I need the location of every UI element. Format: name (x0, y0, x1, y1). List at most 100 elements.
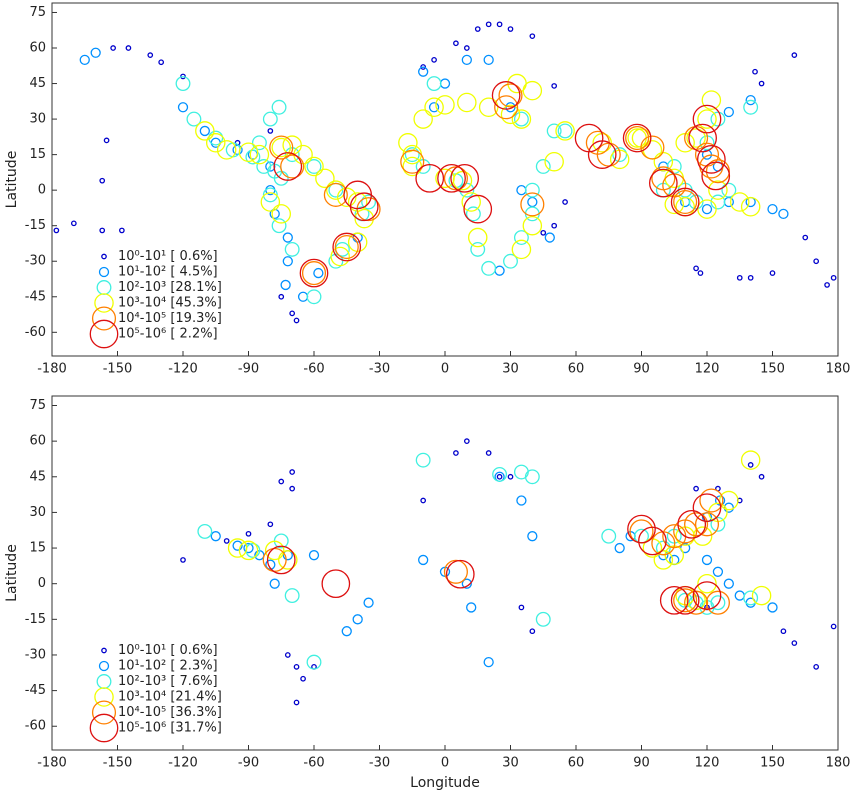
point (612, 147, 628, 163)
point (463, 438, 470, 444)
point (306, 289, 322, 305)
point (470, 241, 486, 257)
point (265, 161, 276, 172)
point (223, 538, 230, 544)
point (752, 68, 758, 75)
point (653, 151, 674, 172)
point (306, 654, 322, 670)
x-tick-label: 0 (441, 362, 449, 377)
legend-label: 10²-10³ [28.1%] (118, 280, 222, 295)
point (262, 187, 278, 203)
x-tick-label: -150 (103, 756, 133, 771)
point (70, 220, 77, 227)
legend-label: 10¹-10² [ 4.5%] (118, 265, 218, 280)
point (483, 656, 494, 668)
point (99, 227, 106, 234)
point (492, 466, 508, 482)
point (622, 123, 652, 153)
x-tick-label: 60 (568, 362, 585, 377)
point (227, 538, 248, 558)
x-tick-label: -120 (168, 362, 198, 377)
point (205, 133, 226, 153)
point (284, 588, 300, 604)
point (638, 526, 667, 556)
point (535, 159, 551, 174)
y-tick-label: -15 (25, 612, 46, 627)
point (684, 512, 709, 537)
x-tick-label: -150 (103, 362, 133, 377)
point (699, 488, 724, 513)
point (705, 590, 730, 615)
markers (53, 21, 837, 324)
point (723, 578, 734, 589)
point (830, 623, 837, 630)
point (813, 258, 820, 265)
point (601, 528, 617, 544)
point (352, 614, 363, 625)
point (271, 204, 291, 224)
point (361, 194, 377, 210)
point (551, 222, 558, 229)
point (648, 168, 678, 198)
point (463, 45, 470, 51)
y-tick-label: 15 (29, 147, 46, 162)
point (332, 232, 362, 262)
point (697, 199, 717, 219)
point (557, 123, 573, 139)
point (323, 182, 348, 207)
point (701, 554, 713, 566)
point (269, 578, 280, 589)
legend-marker (101, 253, 107, 260)
point (466, 602, 477, 613)
point (664, 194, 685, 215)
point (354, 208, 374, 229)
point (79, 54, 90, 66)
point (697, 109, 717, 129)
point (802, 234, 809, 241)
point (334, 234, 359, 260)
point (186, 111, 202, 127)
y-tick-label: 15 (29, 541, 46, 556)
markers (180, 438, 837, 706)
y-axis-label: Latitude (4, 544, 20, 602)
point (463, 194, 493, 224)
point (705, 159, 730, 184)
point (330, 246, 350, 267)
point (278, 293, 285, 300)
x-tick-label: -30 (369, 756, 390, 771)
point (415, 163, 445, 193)
y-tick-label: 45 (29, 469, 46, 484)
point (824, 282, 830, 288)
point (461, 54, 472, 66)
point (673, 588, 698, 613)
point (767, 602, 778, 613)
point (555, 121, 575, 141)
point (513, 230, 529, 245)
point (527, 531, 538, 542)
point (740, 196, 761, 217)
point (688, 194, 704, 210)
point (544, 232, 555, 243)
legend-label: 10³-10⁴ [45.3%] (118, 296, 222, 311)
legend-label: 10³-10⁴ [21.4%] (118, 690, 222, 705)
point (758, 80, 765, 87)
point (670, 187, 700, 217)
point (119, 227, 125, 234)
point (299, 258, 329, 288)
point (710, 595, 726, 611)
point (673, 189, 698, 215)
x-tick-label: 180 (826, 362, 850, 377)
x-tick-label: 0 (441, 756, 449, 771)
point (271, 137, 291, 158)
point (452, 170, 473, 191)
point (465, 206, 481, 222)
legend-label: 10⁵-10⁶ [31.7%] (118, 721, 222, 736)
point (544, 151, 564, 172)
point (769, 270, 776, 276)
y-tick-label: 0 (38, 576, 46, 591)
point (280, 279, 291, 291)
legend-label: 10⁰-10¹ [ 0.6%] (118, 249, 218, 264)
point (90, 47, 101, 58)
point (745, 94, 756, 106)
y-tick-label: 0 (38, 183, 46, 198)
